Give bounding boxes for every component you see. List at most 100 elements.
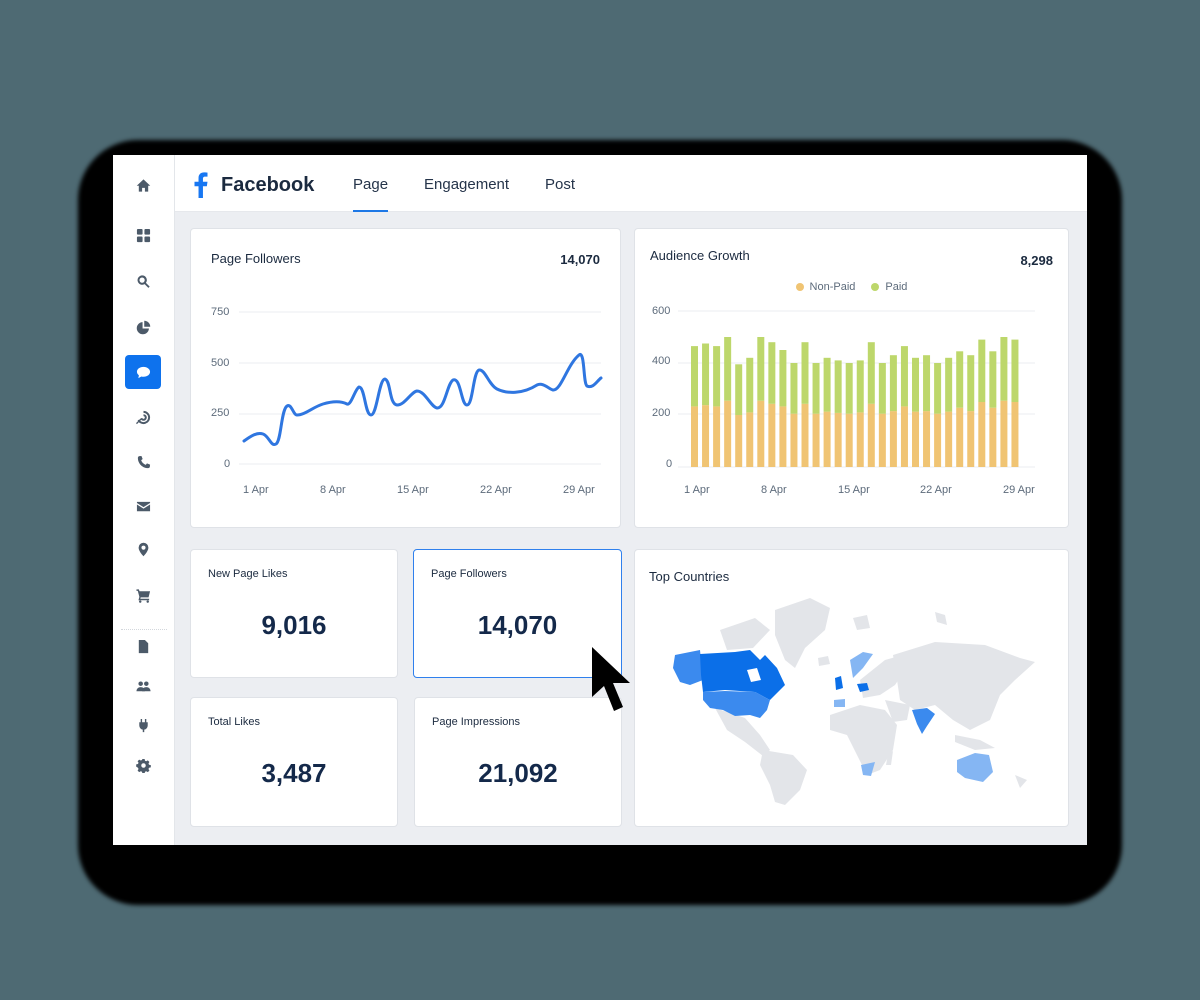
bar-paid[interactable] (923, 355, 931, 412)
bar-paid[interactable] (967, 355, 975, 412)
bar-non-paid[interactable] (900, 406, 908, 467)
bar-paid[interactable] (900, 346, 908, 407)
bar-paid[interactable] (812, 363, 820, 414)
bar-non-paid[interactable] (724, 400, 732, 467)
brand-name: Facebook (221, 173, 315, 196)
bar-non-paid[interactable] (1000, 400, 1008, 467)
bar-paid[interactable] (757, 337, 765, 401)
tab-post[interactable]: Post (545, 176, 576, 193)
bar-paid[interactable] (1000, 337, 1008, 401)
bar-non-paid[interactable] (834, 412, 842, 467)
bar-paid[interactable] (713, 346, 721, 407)
sidebar-divider (121, 629, 167, 630)
bar-non-paid[interactable] (856, 412, 864, 467)
bar-non-paid[interactable] (790, 413, 798, 467)
bar-paid[interactable] (989, 351, 997, 408)
bar-non-paid[interactable] (912, 411, 919, 467)
bar-non-paid[interactable] (735, 415, 743, 467)
legend-item-non-paid[interactable]: Non-Paid (795, 281, 855, 293)
bar-paid[interactable] (790, 363, 798, 414)
bar-paid[interactable] (956, 351, 964, 408)
sidebar-item-users[interactable] (125, 669, 161, 703)
bar-non-paid[interactable] (757, 400, 765, 467)
bar-paid[interactable] (768, 342, 776, 404)
bar-non-paid[interactable] (812, 413, 820, 467)
bar-paid[interactable] (691, 346, 698, 407)
bar-non-paid[interactable] (779, 406, 787, 467)
sidebar-item-home[interactable] (125, 168, 161, 202)
bar-paid[interactable] (1011, 339, 1019, 402)
sidebar-item-settings[interactable] (125, 748, 161, 782)
document-icon (138, 639, 148, 653)
bar-paid[interactable] (801, 342, 809, 404)
location-pin-icon (138, 542, 148, 556)
bar-paid[interactable] (889, 355, 897, 412)
bar-paid[interactable] (702, 343, 710, 406)
card-title: Audience Growth (650, 248, 750, 263)
bar-non-paid[interactable] (967, 411, 975, 467)
paid-swatch (871, 283, 880, 291)
bar-paid[interactable] (867, 342, 875, 404)
bar-paid[interactable] (945, 357, 953, 412)
bar-paid[interactable] (845, 363, 853, 414)
new-page-likes-card[interactable]: New Page Likes 9,016 (190, 549, 398, 678)
bar-non-paid[interactable] (923, 411, 931, 467)
page-impressions-card[interactable]: Page Impressions 21,092 (414, 697, 622, 827)
bar-non-paid[interactable] (956, 407, 964, 467)
page-followers-chart-card: Page Followers 14,070 750 500 250 0 1 Ap… (190, 228, 621, 528)
sidebar-item-email[interactable] (125, 489, 161, 523)
bar-non-paid[interactable] (768, 403, 776, 467)
app-window: Facebook Page Engagement Post Page Follo… (113, 155, 1087, 845)
tab-engagement[interactable]: Engagement (424, 176, 510, 193)
bar-paid[interactable] (746, 357, 754, 413)
pie-chart-icon (136, 320, 150, 334)
page-followers-stat-card[interactable]: Page Followers 14,070 (413, 549, 622, 678)
bar-non-paid[interactable] (746, 412, 754, 467)
bar-non-paid[interactable] (989, 407, 997, 467)
sidebar-item-local[interactable] (125, 532, 161, 566)
bar-non-paid[interactable] (978, 402, 986, 467)
bar-non-paid[interactable] (867, 403, 875, 467)
sidebar-item-documents[interactable] (125, 629, 161, 663)
total-likes-card[interactable]: Total Likes 3,487 (190, 697, 398, 827)
x-tick: 1 Apr (243, 484, 269, 496)
legend-item-paid[interactable]: Paid (871, 281, 907, 293)
bar-paid[interactable] (735, 364, 743, 415)
top-bar: Facebook Page Engagement Post (175, 155, 1087, 212)
sidebar-item-integrations[interactable] (125, 708, 161, 742)
tab-page[interactable]: Page (353, 176, 389, 212)
bar-non-paid[interactable] (1011, 402, 1019, 467)
bar-non-paid[interactable] (702, 405, 710, 467)
bar-non-paid[interactable] (945, 411, 953, 467)
bar-non-paid[interactable] (823, 411, 831, 467)
sidebar-item-search[interactable] (125, 264, 161, 298)
sidebar-item-ppc[interactable] (125, 400, 161, 434)
bar-non-paid[interactable] (713, 406, 721, 467)
sidebar-item-social[interactable] (125, 355, 161, 389)
mail-icon (136, 501, 150, 511)
bar-paid[interactable] (834, 360, 842, 413)
bar-paid[interactable] (856, 360, 864, 413)
x-tick: 29 Apr (563, 484, 595, 496)
country-uk (835, 676, 843, 690)
bar-paid[interactable] (878, 363, 886, 414)
country-australia (957, 753, 993, 782)
bar-non-paid[interactable] (801, 403, 809, 467)
bar-paid[interactable] (724, 337, 732, 401)
bar-non-paid[interactable] (878, 413, 886, 467)
sidebar-item-dashboard[interactable] (125, 218, 161, 252)
bar-non-paid[interactable] (691, 406, 698, 467)
bar-paid[interactable] (779, 350, 787, 407)
bar-paid[interactable] (934, 363, 942, 414)
sidebar-item-ecommerce[interactable] (125, 578, 161, 612)
target-icon (135, 410, 150, 424)
bar-non-paid[interactable] (889, 411, 897, 467)
users-icon (135, 680, 151, 691)
bar-paid[interactable] (912, 357, 919, 412)
bar-non-paid[interactable] (845, 413, 853, 467)
bar-paid[interactable] (978, 339, 986, 402)
sidebar-item-calls[interactable] (125, 445, 161, 479)
sidebar-item-reports[interactable] (125, 310, 161, 344)
bar-paid[interactable] (823, 357, 831, 412)
bar-non-paid[interactable] (934, 413, 942, 467)
